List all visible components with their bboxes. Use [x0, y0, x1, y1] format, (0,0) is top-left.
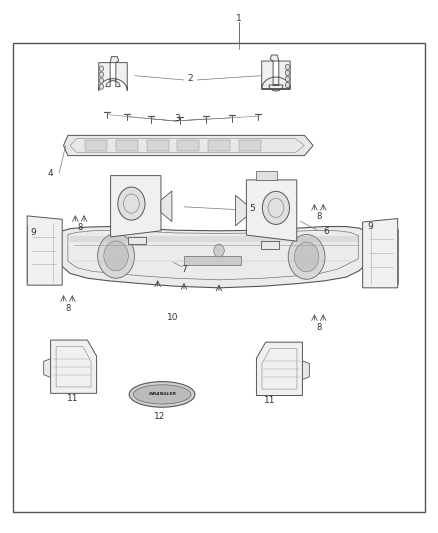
Polygon shape [261, 241, 279, 248]
Polygon shape [246, 180, 297, 241]
Text: 2: 2 [188, 75, 193, 83]
Text: WRANGLER: WRANGLER [148, 392, 176, 397]
Text: 6: 6 [323, 228, 329, 236]
Polygon shape [44, 359, 51, 377]
Polygon shape [85, 140, 107, 151]
Polygon shape [208, 140, 230, 151]
Text: 8: 8 [316, 323, 321, 332]
Polygon shape [262, 61, 290, 91]
Circle shape [285, 82, 290, 87]
Polygon shape [270, 55, 279, 61]
Polygon shape [128, 237, 146, 244]
Circle shape [262, 191, 290, 224]
Circle shape [285, 70, 290, 76]
Text: 8: 8 [316, 212, 321, 221]
Polygon shape [177, 140, 199, 151]
Text: 8: 8 [65, 304, 71, 312]
Text: 4: 4 [48, 169, 53, 177]
Polygon shape [302, 361, 309, 379]
Text: 9: 9 [367, 222, 373, 231]
Circle shape [118, 187, 145, 220]
Text: 10: 10 [167, 313, 179, 321]
Text: 11: 11 [67, 394, 78, 403]
Polygon shape [116, 140, 138, 151]
Text: 11: 11 [264, 397, 275, 405]
Ellipse shape [129, 382, 195, 407]
Bar [184, 256, 241, 265]
Polygon shape [239, 140, 261, 151]
Circle shape [99, 84, 103, 90]
Circle shape [214, 244, 224, 257]
Bar [13, 43, 425, 512]
Text: 8: 8 [77, 223, 82, 232]
Polygon shape [51, 340, 96, 393]
Text: 12: 12 [154, 413, 166, 421]
Text: 9: 9 [30, 229, 36, 237]
Circle shape [99, 78, 103, 83]
Polygon shape [257, 342, 302, 395]
Polygon shape [64, 135, 313, 156]
Circle shape [98, 233, 134, 278]
Polygon shape [110, 176, 161, 237]
Text: 5: 5 [249, 205, 255, 213]
Circle shape [285, 76, 290, 82]
Polygon shape [363, 219, 398, 288]
Polygon shape [99, 63, 127, 91]
Circle shape [99, 66, 103, 71]
Text: 7: 7 [181, 265, 187, 273]
Polygon shape [110, 56, 119, 63]
Polygon shape [161, 191, 172, 222]
Text: 3: 3 [174, 114, 180, 123]
Circle shape [285, 64, 290, 70]
Polygon shape [59, 227, 368, 288]
Ellipse shape [133, 385, 191, 404]
Circle shape [104, 241, 128, 271]
Polygon shape [27, 216, 62, 285]
Polygon shape [147, 140, 169, 151]
Circle shape [294, 242, 319, 272]
Polygon shape [257, 171, 277, 180]
Circle shape [288, 235, 325, 279]
Polygon shape [236, 195, 246, 226]
Circle shape [99, 72, 103, 77]
Text: 1: 1 [236, 14, 242, 23]
